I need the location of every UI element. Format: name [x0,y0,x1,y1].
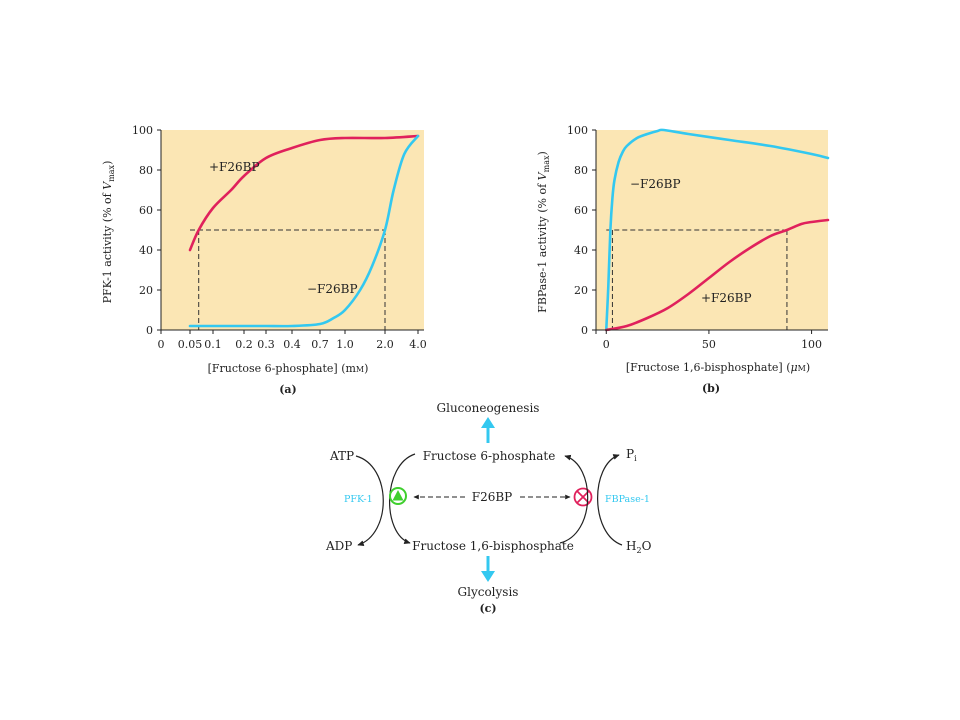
y-tick-labels: 0 20 40 60 80 100 [567,124,588,337]
label-adp: ADP [325,539,352,553]
y-tick-label: 0 [581,324,588,337]
x-tick-label: 0.7 [311,338,329,351]
label-glycolysis: Glycolysis [458,585,519,599]
label-fructose-1-6-bisphosphate: Fructose 1,6-bisphosphate [412,539,574,553]
axes [592,129,828,334]
series-label-minus-f26bp: −F26BP [630,177,681,191]
y-tick-label: 20 [574,284,588,297]
axes [157,129,424,334]
series-line-plus-f26bp [604,218,830,332]
label-gluconeogenesis: Gluconeogenesis [437,401,540,415]
x-tick-label: 0.4 [283,338,301,351]
chart-pfk1: 0 0.05 0.1 0.2 0.3 0.4 0.7 1.0 2.0 4.0 0 20 40 60 80 1… [101,124,427,396]
x-tick-label: 4.0 [409,338,427,351]
label-atp: ATP [329,449,354,463]
x-tick-label: 1.0 [336,338,354,351]
y-tick-label: 20 [139,284,153,297]
x-tick-label: 0 [158,338,165,351]
y-tick-label: 40 [139,244,153,257]
activator-icon [389,487,407,505]
y-axis-label: FBPase-1 activity (% of Vmax) [536,151,551,313]
chart-fbpase1: 0 50 100 0 20 40 60 80 100 −F26BP +F26BP [Fruct… [536,124,830,395]
series-label-minus-f26bp: −F26BP [307,282,358,296]
x-tick-label: 0.3 [257,338,275,351]
reference-lines [606,229,788,330]
arrow-f16bp-to-f6p [559,454,589,544]
inhibitor-icon [573,487,593,507]
series-label-plus-f26bp: +F26BP [701,291,752,305]
series-group [604,128,830,332]
y-axis-label: PFK-1 activity (% of Vmax) [101,161,116,304]
regulation-diagram: Gluconeogenesis Fructose 6-phosphate Fru… [325,401,652,615]
y-tick-label: 40 [574,244,588,257]
panel-label-b: (b) [702,382,720,395]
reference-lines [190,229,386,330]
series-line-minus-f26bp [604,128,830,332]
series-line-plus-f26bp [188,134,420,252]
label-h2o: H2O [626,539,652,555]
y-tick-label: 0 [146,324,153,337]
label-fbpase1: FBPase-1 [605,494,650,505]
x-tick-label: 0.1 [204,338,222,351]
y-tick-label: 100 [567,124,588,137]
x-tick-label: 0.2 [235,338,253,351]
label-f26bp: F26BP [472,490,513,504]
x-tick-label: 2.0 [376,338,394,351]
x-tick-label: 0 [603,338,610,351]
panel-label-c: (c) [479,602,496,615]
series-label-plus-f26bp: +F26BP [209,160,260,174]
plot-background [161,130,424,330]
y-tick-labels: 0 20 40 60 80 100 [132,124,153,337]
label-pfk1: PFK-1 [344,494,373,505]
arrow-atp-to-adp [355,455,384,546]
y-tick-label: 60 [574,204,588,217]
y-tick-label: 60 [139,204,153,217]
series-group [188,134,420,328]
x-axis-label: [Fructose 6-phosphate] (mM) [208,362,369,375]
series-line-minus-f26bp [188,134,420,328]
x-tick-label: 0.05 [178,338,203,351]
panel-label-a: (a) [279,383,297,396]
arrow-up-gluconeogenesis [481,417,495,443]
y-tick-label: 80 [574,164,588,177]
x-tick-labels: 0 50 100 [603,338,822,351]
y-tick-label: 80 [139,164,153,177]
label-fructose-6-phosphate: Fructose 6-phosphate [423,449,556,463]
x-tick-label: 50 [702,338,716,351]
x-tick-labels: 0 0.05 0.1 0.2 0.3 0.4 0.7 1.0 2.0 4.0 [158,338,427,351]
arrow-down-glycolysis [481,556,495,582]
x-tick-label: 100 [801,338,822,351]
label-pi: Pi [626,447,637,463]
y-tick-label: 100 [132,124,153,137]
x-axis-label: [Fructose 1,6-bisphosphate] (μM) [626,361,810,374]
arrow-h2o-to-pi [597,454,623,546]
